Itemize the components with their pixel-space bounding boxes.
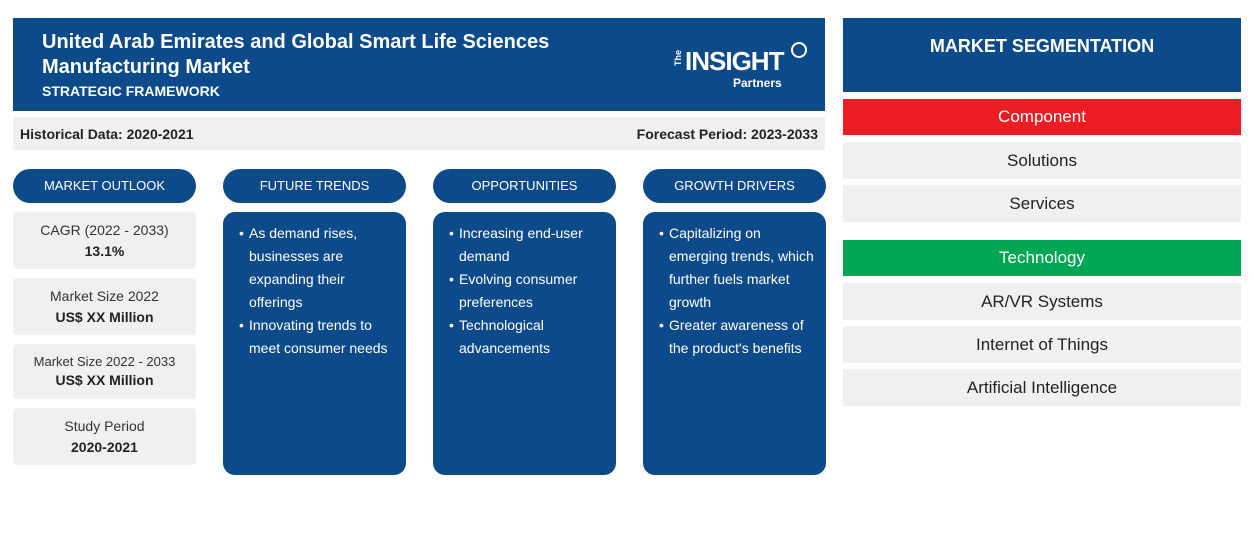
outlook-value: US$ XX Million — [55, 372, 154, 388]
list-item: Evolving consumer preferences — [449, 268, 608, 314]
segment-item-iot: Internet of Things — [843, 326, 1241, 363]
outlook-label: CAGR (2022 - 2033) — [40, 222, 169, 238]
outlook-study-period: Study Period 2020-2021 — [13, 408, 196, 465]
list-item: Capitalizing on emerging trends, which f… — [659, 222, 818, 314]
outlook-market-size-2022: Market Size 2022 US$ XX Million — [13, 278, 196, 335]
opportunities-card: Increasing end-user demand Evolving cons… — [433, 212, 616, 475]
historical-data: Historical Data: 2020-2021 — [20, 126, 194, 142]
market-segmentation-title: MARKET SEGMENTATION — [843, 18, 1241, 92]
logo-partners: Partners — [733, 76, 782, 90]
growth-drivers-heading: GROWTH DRIVERS — [643, 169, 826, 203]
list-item: Increasing end-user demand — [449, 222, 608, 268]
future-trends-heading: FUTURE TRENDS — [223, 169, 406, 203]
outlook-value: 13.1% — [84, 243, 125, 259]
list-item: Greater awareness of the product's benef… — [659, 314, 818, 360]
report-title: United Arab Emirates and Global Smart Li… — [42, 31, 550, 78]
outlook-label: Market Size 2022 - 2033 — [33, 354, 176, 369]
outlook-market-size-range: Market Size 2022 - 2033 US$ XX Million — [13, 344, 196, 399]
outlook-value: US$ XX Million — [55, 309, 154, 325]
segment-item-ai: Artificial Intelligence — [843, 369, 1241, 406]
opportunities-heading: OPPORTUNITIES — [433, 169, 616, 203]
report-subtitle: STRATEGIC FRAMEWORK — [42, 83, 220, 99]
logo-the: The — [673, 50, 683, 67]
outlook-label: Market Size 2022 — [50, 288, 159, 304]
outlook-label: Study Period — [64, 418, 145, 434]
market-outlook-heading: MARKET OUTLOOK — [13, 169, 196, 203]
report-header: United Arab Emirates and Global Smart Li… — [13, 18, 825, 111]
segment-technology: Technology — [843, 240, 1241, 276]
growth-drivers-card: Capitalizing on emerging trends, which f… — [643, 212, 826, 475]
insight-partners-logo: The INSIGHT Partners — [673, 42, 813, 92]
segment-item-ar-vr: AR/VR Systems — [843, 283, 1241, 320]
logo-ring-icon — [791, 42, 807, 58]
forecast-period: Forecast Period: 2023-2033 — [636, 126, 818, 142]
list-item: As demand rises, businesses are expandin… — [239, 222, 398, 314]
list-item: Innovating trends to meet consumer needs — [239, 314, 398, 360]
segment-item-solutions: Solutions — [843, 142, 1241, 179]
period-bar: Historical Data: 2020-2021 Forecast Peri… — [13, 117, 825, 150]
logo-word: INSIGHT — [685, 46, 784, 76]
list-item: Technological advancements — [449, 314, 608, 360]
segment-component: Component — [843, 99, 1241, 135]
outlook-cagr: CAGR (2022 - 2033) 13.1% — [13, 212, 196, 269]
outlook-value: 2020-2021 — [71, 439, 138, 455]
future-trends-card: As demand rises, businesses are expandin… — [223, 212, 406, 475]
segment-item-services: Services — [843, 185, 1241, 222]
